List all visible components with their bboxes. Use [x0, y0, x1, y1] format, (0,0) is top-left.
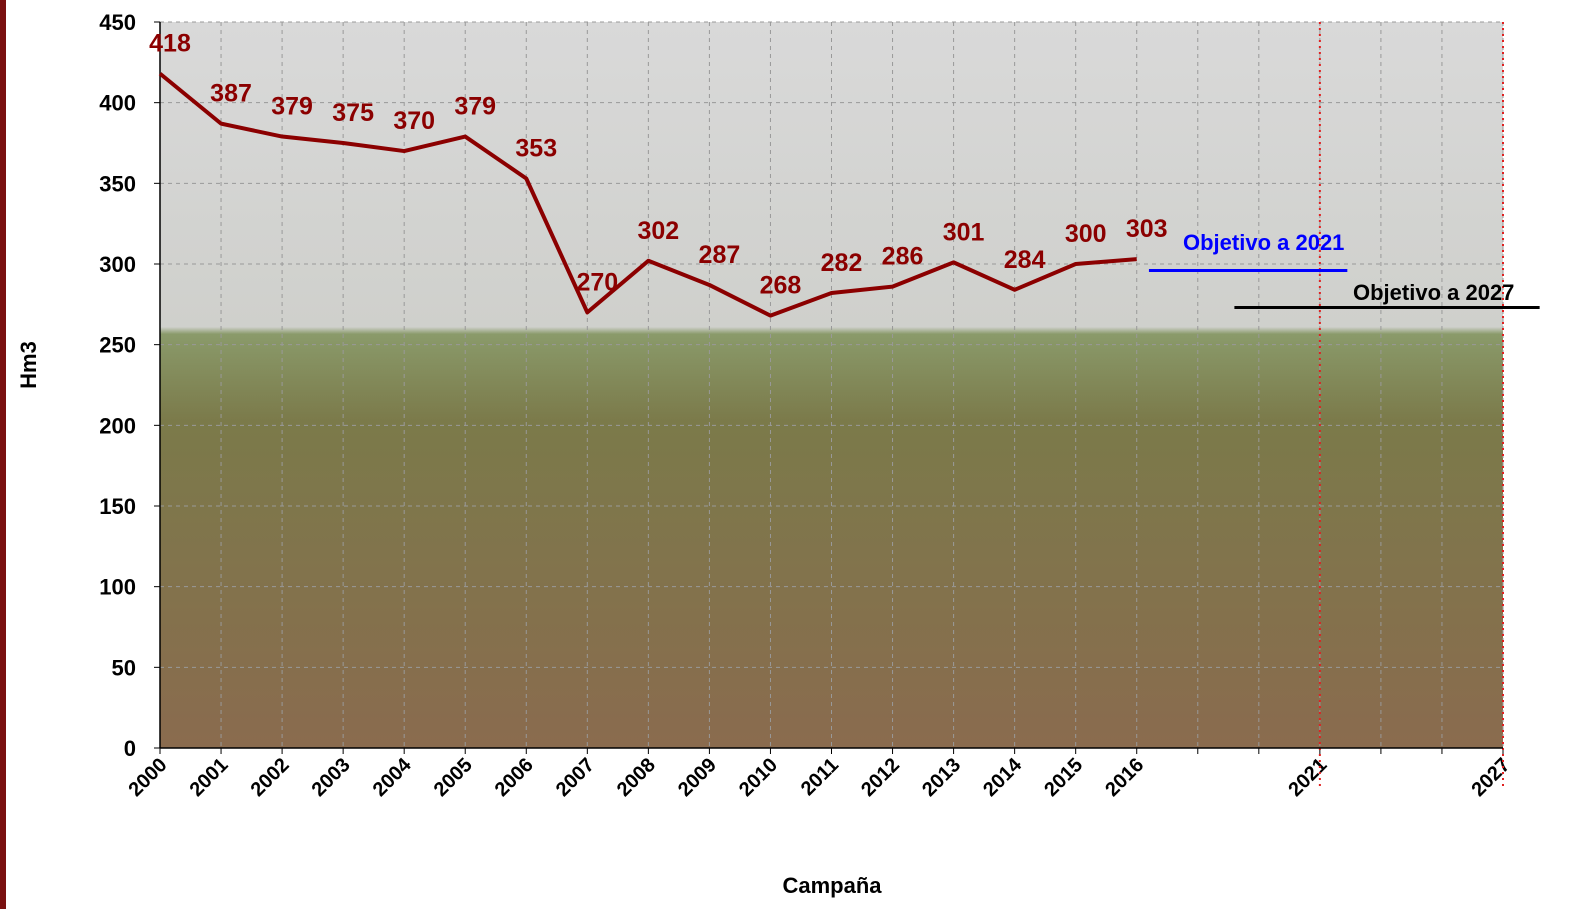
target-label: Objetivo a 2027	[1353, 280, 1514, 305]
left-border	[0, 0, 6, 909]
value-label: 270	[576, 268, 618, 296]
value-label: 268	[760, 272, 802, 300]
x-tick-label: 2009	[674, 754, 721, 801]
value-label: 353	[515, 134, 557, 162]
value-label: 282	[821, 249, 863, 277]
value-label: 379	[454, 93, 496, 121]
data-line	[158, 72, 1137, 318]
x-tick-label: 2010	[735, 754, 782, 801]
x-axis-title: Campaña	[782, 873, 882, 898]
target-label: Objetivo a 2021	[1183, 230, 1344, 255]
x-tick-label: 2016	[1101, 754, 1148, 801]
y-tick-label: 450	[99, 10, 136, 35]
value-label: 287	[699, 241, 741, 269]
x-tick-label: 2013	[918, 754, 965, 801]
x-tick-label: 2000	[125, 754, 172, 801]
y-tick-label: 300	[99, 252, 136, 277]
x-tick-label: 2012	[857, 754, 904, 801]
x-tick-label: 2015	[1040, 754, 1087, 801]
x-tick-label: 2014	[979, 753, 1027, 801]
x-tick-label: 2005	[430, 754, 477, 801]
y-tick-label: 400	[99, 91, 136, 116]
value-label: 300	[1065, 220, 1107, 248]
x-tick-label: 2008	[613, 754, 660, 801]
value-label: 418	[149, 30, 191, 58]
value-label: 387	[210, 80, 252, 108]
y-tick-label: 50	[112, 655, 136, 680]
x-tick-label: 2003	[308, 754, 355, 801]
value-label: 370	[393, 107, 435, 135]
y-tick-label: 100	[99, 575, 136, 600]
y-tick-label: 0	[124, 736, 136, 761]
value-label: 302	[638, 217, 680, 245]
x-tick-label: 2006	[491, 754, 538, 801]
value-label: 303	[1126, 215, 1168, 243]
value-label: 284	[1004, 246, 1046, 274]
x-tick-label: 2027	[1468, 754, 1515, 801]
x-tick-label: 2002	[247, 754, 294, 801]
x-tick-label: 2007	[552, 754, 599, 801]
y-tick-label: 150	[99, 494, 136, 519]
y-tick-label: 350	[99, 171, 136, 196]
x-tick-label: 2011	[797, 754, 843, 800]
y-tick-label: 250	[99, 333, 136, 358]
value-label: 301	[943, 218, 985, 246]
value-label: 375	[332, 99, 374, 127]
y-tick-label: 200	[99, 413, 136, 438]
x-tick-label: 2004	[369, 753, 417, 801]
x-tick-label: 2001	[186, 754, 233, 801]
value-label: 379	[271, 93, 313, 121]
y-axis-title: Hm3	[16, 341, 41, 389]
x-tick-label: 2021	[1284, 754, 1331, 801]
value-label: 286	[882, 243, 924, 271]
